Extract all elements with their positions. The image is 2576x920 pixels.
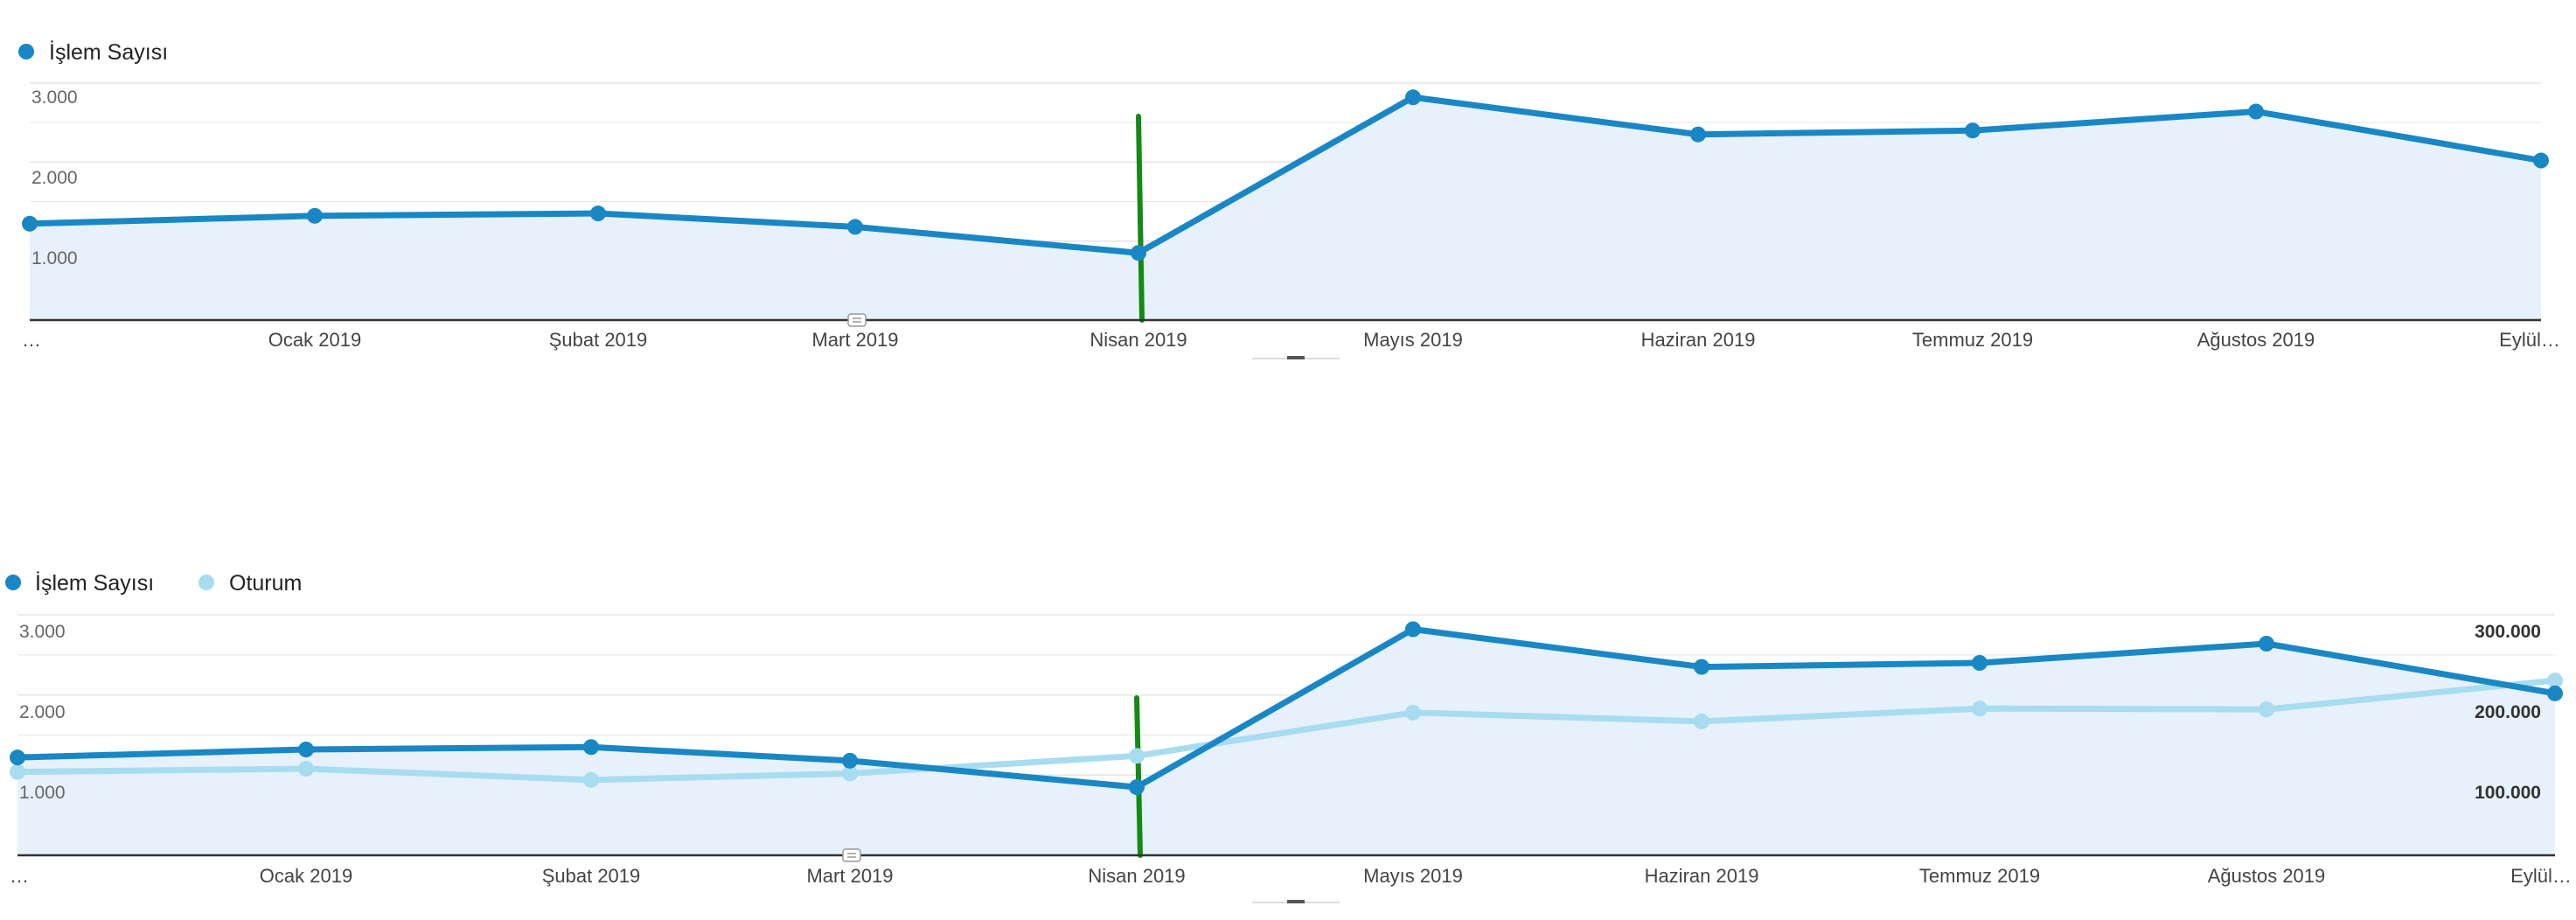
x-tick-label: Eylül… bbox=[2510, 865, 2572, 887]
x-tick-label: Eylül… bbox=[2499, 329, 2560, 351]
chart-1-y-ticks: 1.000 2.000 3.000 bbox=[31, 87, 78, 268]
legend-label-oturum: Oturum bbox=[229, 571, 302, 596]
x-tick-label: Ocak 2019 bbox=[268, 329, 361, 351]
data-point-oturum[interactable] bbox=[583, 771, 599, 788]
y-tick-label: 1.000 bbox=[19, 783, 66, 803]
data-point-islem-sayisi[interactable] bbox=[2248, 103, 2264, 120]
data-point-islem-sayisi[interactable] bbox=[1129, 779, 1145, 796]
data-point-oturum[interactable] bbox=[2259, 701, 2274, 718]
chart-2-annotation-marker[interactable] bbox=[842, 848, 861, 862]
y-tick-right-label: 200.000 bbox=[2475, 702, 2541, 722]
y-tick-label: 2.000 bbox=[31, 168, 78, 188]
y-tick-label: 3.000 bbox=[31, 87, 78, 108]
data-point-oturum[interactable] bbox=[298, 761, 314, 777]
chart-2-x-ticks: … Ocak 2019 Şubat 2019 Mart 2019 Nisan 2… bbox=[10, 865, 2572, 887]
chart-2-scroll-handle[interactable] bbox=[1252, 900, 1340, 903]
chart-2-y-ticks-right: 100.000 200.000 300.000 bbox=[2475, 622, 2541, 803]
x-tick-label: Temmuz 2019 bbox=[1912, 329, 2033, 351]
legend-label-islem-sayisi: İşlem Sayısı bbox=[49, 39, 168, 65]
annotation-line bbox=[1136, 114, 1145, 323]
chart-1: İşlem Sayısı 1.000 2.000 3.000 … Ocak 20… bbox=[18, 39, 2560, 359]
y-tick-right-label: 100.000 bbox=[2475, 783, 2541, 803]
chart-1-area-fill bbox=[30, 97, 2541, 320]
data-point-islem-sayisi[interactable] bbox=[22, 215, 38, 232]
data-point-islem-sayisi[interactable] bbox=[2533, 152, 2549, 169]
legend-marker-islem-sayisi bbox=[18, 44, 34, 59]
data-point-islem-sayisi[interactable] bbox=[1405, 621, 1421, 638]
data-point-islem-sayisi[interactable] bbox=[1972, 655, 1988, 671]
x-tick-label: Şubat 2019 bbox=[542, 865, 641, 887]
x-tick-label: Nisan 2019 bbox=[1090, 329, 1187, 351]
chart-2-annotation bbox=[1134, 695, 1143, 858]
chart-2-points[interactable] bbox=[10, 621, 2563, 796]
x-tick-label: Mayıs 2019 bbox=[1363, 329, 1463, 351]
x-tick-label: Temmuz 2019 bbox=[1919, 865, 2040, 887]
data-point-islem-sayisi[interactable] bbox=[10, 749, 25, 766]
x-tick-label: Haziran 2019 bbox=[1645, 865, 1759, 887]
series-line-oturum bbox=[14, 677, 2559, 784]
data-point-oturum[interactable] bbox=[1694, 713, 1709, 729]
chart-2-legend[interactable]: İşlem Sayısı Oturum bbox=[5, 570, 302, 596]
data-point-oturum[interactable] bbox=[842, 765, 858, 782]
y-tick-label: 2.000 bbox=[19, 702, 66, 722]
x-tick-label: Mayıs 2019 bbox=[1363, 865, 1463, 887]
data-point-islem-sayisi[interactable] bbox=[1690, 126, 1706, 143]
x-tick-label: Şubat 2019 bbox=[549, 329, 648, 351]
legend-marker-islem-sayisi bbox=[5, 575, 21, 590]
chart-1-annotation-marker[interactable] bbox=[847, 313, 867, 327]
data-point-islem-sayisi[interactable] bbox=[1405, 89, 1421, 106]
legend-label-islem-sayisi: İşlem Sayısı bbox=[35, 570, 154, 596]
series-line-islem-sayisi bbox=[14, 626, 2559, 791]
y-tick-label: 1.000 bbox=[31, 248, 78, 268]
x-tick-label: Ağustos 2019 bbox=[2197, 329, 2315, 351]
data-point-islem-sayisi[interactable] bbox=[847, 219, 863, 235]
data-point-islem-sayisi[interactable] bbox=[842, 752, 858, 769]
legend-marker-oturum bbox=[198, 575, 214, 590]
data-point-oturum[interactable] bbox=[10, 763, 25, 780]
x-tick-label: … bbox=[10, 865, 29, 887]
chart-1-points[interactable] bbox=[22, 89, 2549, 261]
y-tick-right-label: 300.000 bbox=[2475, 622, 2541, 642]
data-point-oturum[interactable] bbox=[2547, 673, 2563, 689]
data-point-islem-sayisi[interactable] bbox=[2259, 636, 2274, 652]
y-tick-label: 3.000 bbox=[19, 622, 66, 642]
data-point-islem-sayisi[interactable] bbox=[1694, 659, 1709, 675]
data-point-oturum[interactable] bbox=[1405, 704, 1421, 721]
x-tick-label: Ağustos 2019 bbox=[2208, 865, 2326, 887]
chart-1-x-ticks: … Ocak 2019 Şubat 2019 Mart 2019 Nisan 2… bbox=[22, 329, 2560, 351]
data-point-islem-sayisi[interactable] bbox=[2547, 685, 2563, 701]
x-tick-label: Nisan 2019 bbox=[1088, 865, 1185, 887]
chart-1-legend[interactable]: İşlem Sayısı bbox=[18, 39, 168, 65]
x-tick-label: Mart 2019 bbox=[806, 865, 893, 887]
data-point-islem-sayisi[interactable] bbox=[1965, 122, 1981, 139]
data-point-islem-sayisi[interactable] bbox=[1131, 245, 1146, 261]
series-line-islem-sayisi bbox=[26, 94, 2545, 256]
x-tick-label: Mart 2019 bbox=[811, 329, 898, 351]
data-point-oturum[interactable] bbox=[1972, 700, 1988, 717]
data-point-islem-sayisi[interactable] bbox=[298, 742, 314, 757]
chart-2-y-ticks: 1.000 2.000 3.000 bbox=[19, 622, 66, 803]
chart-2-series-lines bbox=[14, 626, 2559, 791]
x-tick-label: Haziran 2019 bbox=[1641, 329, 1756, 351]
chart-2: İşlem Sayısı Oturum 1.000 2.000 3.000 10… bbox=[5, 570, 2572, 903]
data-point-oturum[interactable] bbox=[1129, 748, 1145, 764]
data-point-islem-sayisi[interactable] bbox=[307, 207, 323, 224]
chart-2-area-fill bbox=[17, 629, 2555, 855]
chart-1-scroll-handle[interactable] bbox=[1252, 356, 1340, 359]
chart-1-annotation bbox=[1136, 114, 1145, 323]
annotation-line bbox=[1134, 695, 1143, 858]
data-point-islem-sayisi[interactable] bbox=[583, 739, 599, 756]
chart-1-series-lines bbox=[26, 94, 2545, 256]
x-tick-label: Ocak 2019 bbox=[260, 865, 352, 887]
data-point-islem-sayisi[interactable] bbox=[590, 206, 606, 222]
x-tick-label: … bbox=[22, 329, 41, 351]
